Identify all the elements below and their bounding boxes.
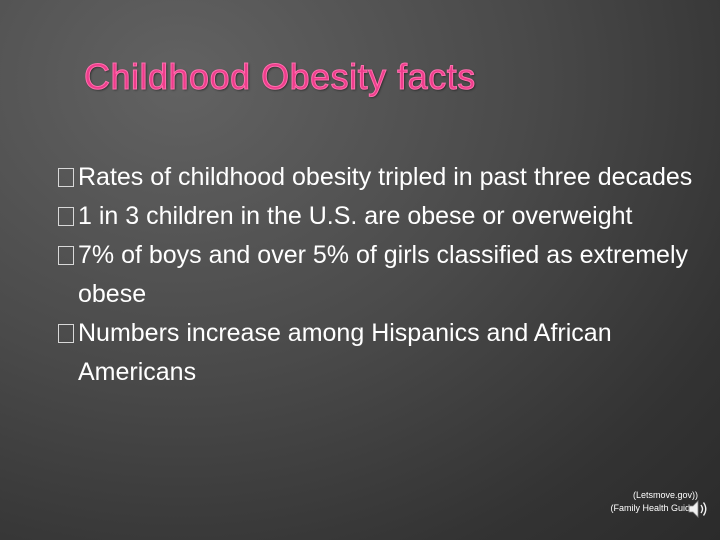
empty-square-icon xyxy=(58,324,74,343)
bullet-text: Numbers increase among Hispanics and Afr… xyxy=(78,319,612,386)
bullet-item: 7% of boys and over 5% of girls classifi… xyxy=(56,236,706,314)
slide-title: Childhood Obesity facts xyxy=(84,56,476,98)
source-citations: (Letsmove.gov)) (Family Health Guide) xyxy=(610,489,698,515)
empty-square-icon xyxy=(58,168,74,187)
bullet-item: Numbers increase among Hispanics and Afr… xyxy=(56,314,706,392)
source-citation: (Family Health Guide) xyxy=(610,503,698,513)
empty-square-icon xyxy=(58,246,74,265)
bullet-item: Rates of childhood obesity tripled in pa… xyxy=(56,158,706,197)
source-citation: (Letsmove.gov)) xyxy=(632,490,698,500)
speaker-icon[interactable] xyxy=(687,499,709,519)
bullet-list: Rates of childhood obesity tripled in pa… xyxy=(56,158,706,392)
bullet-text: 7% of boys and over 5% of girls classifi… xyxy=(78,241,688,308)
empty-square-icon xyxy=(58,207,74,226)
bullet-text: Rates of childhood obesity tripled in pa… xyxy=(78,163,693,191)
bullet-text: 1 in 3 children in the U.S. are obese or… xyxy=(78,202,633,230)
bullet-item: 1 in 3 children in the U.S. are obese or… xyxy=(56,197,706,236)
